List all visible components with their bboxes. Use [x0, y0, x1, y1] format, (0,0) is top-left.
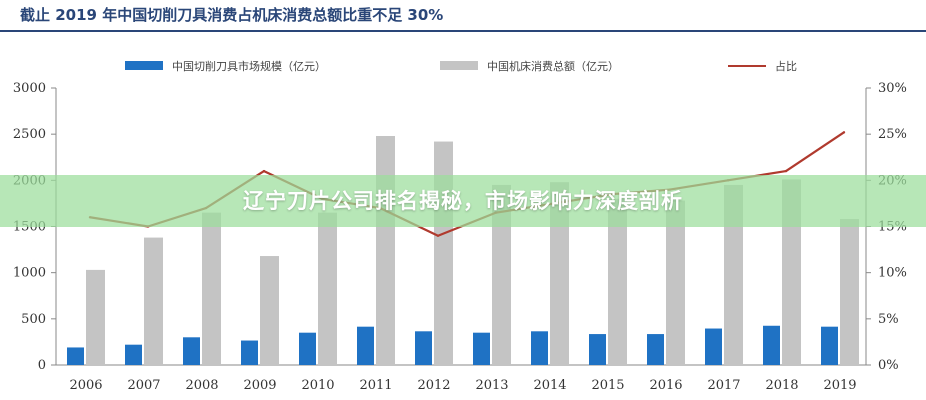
machine-consumption-bar [318, 212, 337, 365]
legend-label-machine-consumption: 中国机床消费总额（亿元） [487, 59, 619, 73]
tool-market-bar [183, 337, 200, 365]
tool-market-bar [763, 325, 780, 365]
x-tick-label: 2008 [185, 378, 218, 393]
machine-consumption-bar [840, 219, 859, 365]
right-axis-ticks: 0%5%10%15%20%25%30% [866, 81, 907, 373]
x-tick-label: 2009 [243, 378, 276, 393]
tool-market-bar [589, 334, 606, 365]
left-tick-label: 0 [38, 358, 46, 373]
right-tick-label: 10% [878, 266, 907, 281]
caption-banner [0, 175, 926, 227]
legend-swatch-machine-consumption [440, 61, 478, 70]
x-tick-label: 2016 [649, 378, 682, 393]
machine-consumption-bar [86, 269, 105, 365]
x-tick-label: 2015 [591, 378, 624, 393]
right-tick-label: 5% [878, 312, 899, 327]
x-tick-label: 2014 [533, 378, 566, 393]
left-tick-label: 2500 [13, 127, 46, 142]
left-tick-label: 500 [21, 312, 46, 327]
ratio-point [436, 234, 440, 237]
x-tick-label: 2019 [823, 378, 856, 393]
legend-label-ratio: 占比 [775, 59, 797, 73]
left-tick-label: 3000 [13, 81, 46, 96]
tool-market-bar [415, 331, 432, 365]
machine-consumption-bar [724, 184, 743, 365]
tool-market-bar [705, 328, 722, 365]
x-tick-label: 2010 [301, 378, 334, 393]
right-tick-label: 30% [878, 81, 907, 96]
machine-consumption-bars [86, 136, 859, 365]
ratio-point [784, 169, 788, 173]
machine-consumption-bar [144, 237, 163, 365]
tool-market-bar [821, 326, 838, 365]
title-divider [0, 30, 926, 32]
x-tick-label: 2006 [69, 378, 102, 393]
x-tick-label: 2018 [765, 378, 798, 393]
machine-consumption-bar [376, 136, 395, 365]
x-tick-label: 2017 [707, 378, 740, 393]
machine-consumption-bar [608, 198, 627, 365]
right-tick-label: 25% [878, 127, 907, 142]
tool-market-bar [299, 332, 316, 365]
machine-consumption-bar [492, 184, 511, 365]
tool-market-bar [647, 334, 664, 365]
tool-market-bar [357, 326, 374, 365]
x-tick-label: 2012 [417, 378, 450, 393]
left-axis-ticks: 050010001500200025003000 [13, 81, 56, 373]
tool-market-bars [67, 325, 838, 365]
x-tick-label: 2007 [127, 378, 160, 393]
ratio-point [262, 169, 266, 173]
machine-consumption-bar [550, 182, 569, 365]
left-tick-label: 1000 [13, 266, 46, 281]
machine-consumption-bar [260, 256, 279, 365]
ratio-point [842, 131, 846, 134]
tool-market-bar [473, 332, 490, 365]
machine-consumption-bar [666, 200, 685, 365]
tool-market-bar [241, 340, 258, 365]
tool-market-bar [531, 331, 548, 365]
tool-market-bar [125, 344, 142, 365]
legend-label-tool-market: 中国切削刀具市场规模（亿元） [172, 59, 326, 73]
chart-title: 截止 2019 年中国切削刀具消费占机床消费总额比重不足 30% [20, 6, 444, 24]
right-tick-label: 0% [878, 358, 899, 373]
x-tick-label: 2013 [475, 378, 508, 393]
tool-market-bar [67, 347, 84, 365]
legend: 中国切削刀具市场规模（亿元） 中国机床消费总额（亿元） 占比 [125, 59, 797, 73]
x-axis-ticks: 2006 2007 2008 2009 2010 2011 2012 2013 2014 2015… [69, 378, 856, 393]
x-tick-label: 2011 [359, 378, 392, 393]
machine-consumption-bar [202, 212, 221, 365]
legend-swatch-tool-market [125, 61, 163, 70]
caption-text: 辽宁刀片公司排名揭秘，市场影响力深度剖析 [243, 189, 683, 213]
